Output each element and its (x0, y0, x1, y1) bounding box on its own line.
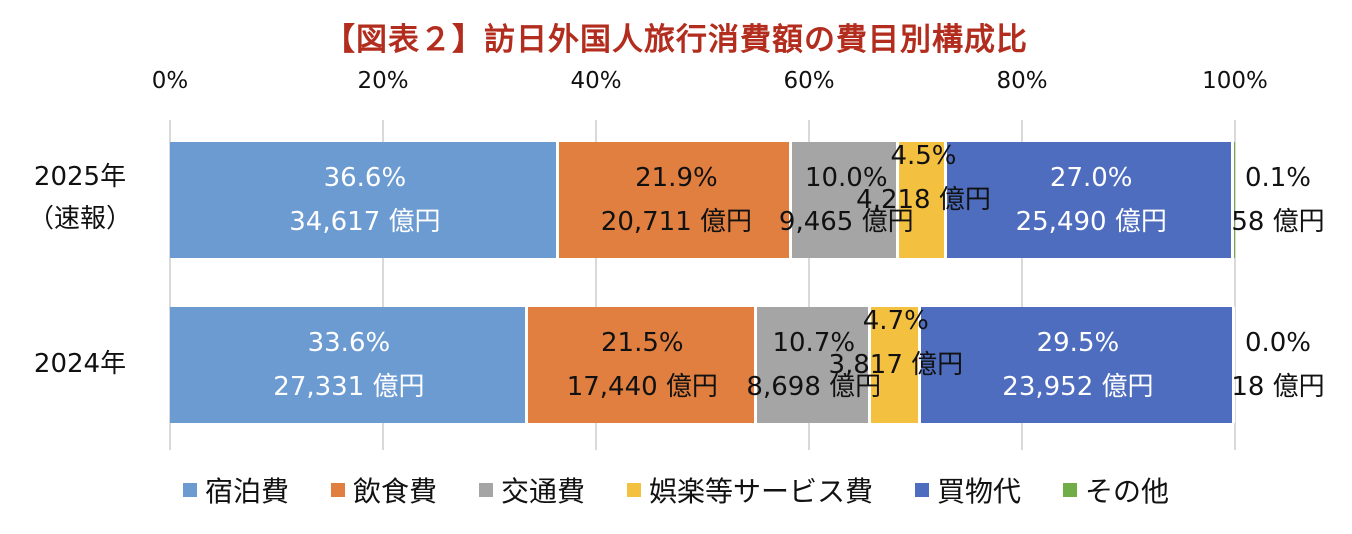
legend-item: 娯楽等サービス費 (627, 470, 873, 510)
legend-swatch-icon (915, 483, 930, 497)
axis-tick-label: 20% (357, 68, 409, 94)
legend-label: 飲食費 (352, 475, 437, 508)
category-label: 2025年 （速報） (27, 162, 132, 234)
legend-label: 娯楽等サービス費 (649, 475, 874, 508)
legend-item: 宿泊費 (182, 470, 289, 510)
gridline (382, 120, 384, 450)
axis-tick-label: 80% (996, 68, 1048, 94)
legend: 宿泊費 飲食費 交通費 娯楽等サービス費 買物代 その他 (0, 470, 1352, 510)
bar-segment (870, 307, 921, 423)
legend-label: 宿泊費 (204, 475, 289, 508)
legend-label: 買物代 (937, 475, 1022, 508)
data-label: 0.1% 58 億円 (1231, 163, 1325, 237)
legend-item: 飲食費 (330, 470, 437, 510)
axis-tick-label: 60% (783, 68, 835, 94)
gridline (1234, 120, 1236, 450)
gridline (1021, 120, 1023, 450)
legend-item: 買物代 (915, 470, 1021, 510)
data-label: 27.0% 25,490 億円 (1015, 163, 1167, 237)
data-label: 21.9% 20,711 億円 (600, 163, 753, 237)
legend-item: その他 (1063, 470, 1169, 510)
bar-row (170, 307, 1235, 423)
data-label: 4.7% 3,817 億円 (828, 306, 964, 380)
legend-swatch-icon (478, 483, 493, 497)
axis-tick-label: 40% (570, 68, 622, 94)
data-label: 4.5% 4,218 億円 (856, 141, 991, 215)
axis-tick-label: 0% (151, 68, 189, 94)
gridline (595, 120, 597, 450)
legend-item: 交通費 (478, 470, 585, 510)
category-label: 2024年 (33, 349, 127, 379)
legend-swatch-icon (330, 483, 345, 497)
bar-segment (527, 307, 757, 423)
axis-tick-label: 100% (1202, 68, 1268, 94)
bar-segment (920, 307, 1235, 423)
bar-row (170, 142, 1235, 258)
chart-title: 【図表２】訪日外国人旅行消費額の費目別構成比 (324, 22, 1028, 58)
bar-segment (170, 307, 528, 423)
bar-segment (559, 142, 793, 258)
data-label: 21.5% 17,440 億円 (566, 328, 718, 402)
gridline (169, 120, 171, 450)
bar-segment (898, 142, 947, 258)
legend-label: その他 (1085, 475, 1170, 508)
bar-segment (946, 142, 1234, 258)
data-label: 36.6% 34,617 億円 (289, 163, 441, 237)
data-label: 0.0% 18 億円 (1231, 328, 1325, 402)
bar-segment (792, 142, 899, 258)
legend-swatch-icon (182, 483, 197, 497)
legend-swatch-icon (1063, 483, 1078, 497)
data-label: 10.7% 8,698 億円 (746, 328, 882, 402)
data-label: 29.5% 23,952 億円 (1002, 328, 1154, 402)
data-label: 33.6% 27,331 億円 (273, 328, 425, 402)
data-label: 10.0% 9,465 億円 (778, 163, 914, 237)
legend-label: 交通費 (500, 475, 585, 508)
gridline (808, 120, 810, 450)
bar-segment (756, 307, 871, 423)
bar-segment (1233, 142, 1235, 258)
legend-swatch-icon (627, 483, 641, 497)
bar-segment (170, 142, 560, 258)
